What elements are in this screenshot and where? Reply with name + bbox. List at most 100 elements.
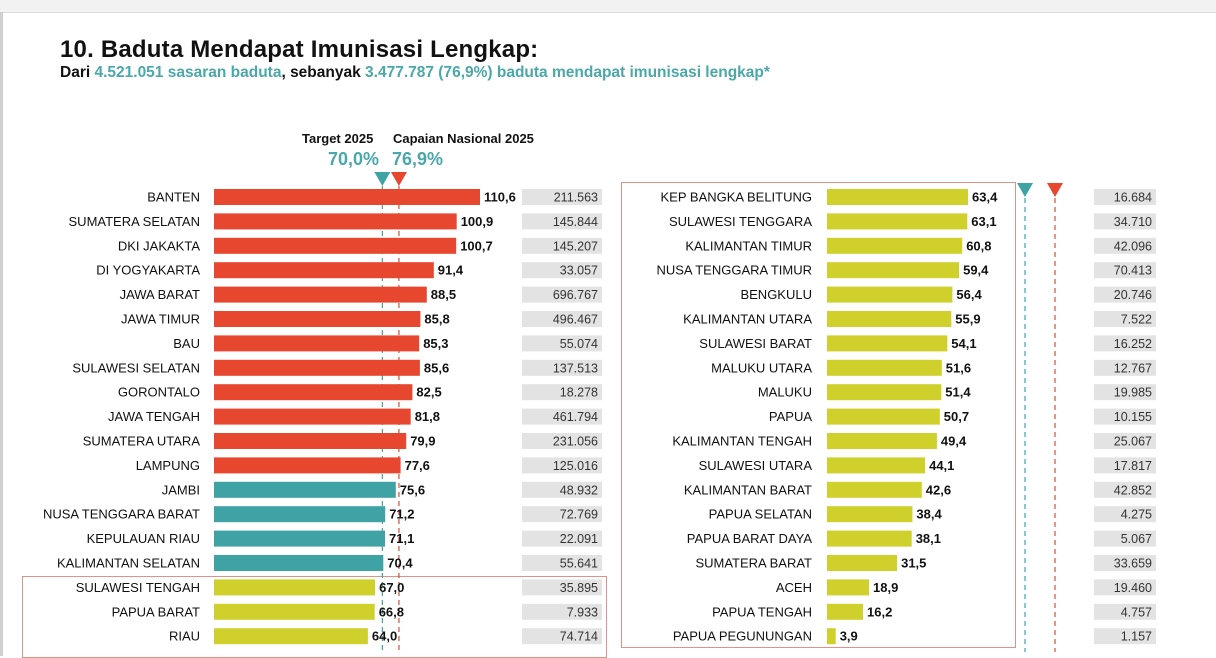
subtitle-mid: , sebanyak (281, 64, 366, 81)
left-count-label: 145.844 (553, 215, 598, 229)
right-category-label: KALIMANTAN BARAT (684, 482, 812, 497)
right-bar (827, 335, 948, 352)
right-value-label: 3,9 (840, 629, 858, 644)
left-count-label: 48.932 (560, 483, 598, 497)
right-value-label: 44,1 (929, 458, 954, 473)
left-category-label: BANTEN (147, 190, 200, 205)
left-count-label: 231.056 (553, 435, 598, 449)
left-bar (214, 311, 421, 327)
below-target-box-right (621, 182, 1016, 648)
right-count-label: 19.985 (1114, 386, 1152, 400)
right-category-label: NUSA TENGGARA TIMUR (656, 263, 812, 278)
left-count-bg (522, 286, 602, 303)
right-count-label: 25.067 (1114, 435, 1152, 449)
right-count-label: 7.522 (1121, 313, 1152, 327)
right-count-label: 4.757 (1121, 605, 1152, 619)
left-bar (214, 481, 396, 498)
right-bar (827, 481, 922, 498)
right-value-label: 54,1 (951, 336, 976, 351)
right-category-label: BENGKULU (740, 287, 812, 302)
right-count-bg (1094, 603, 1156, 620)
right-value-label: 38,4 (916, 507, 942, 522)
left-category-label: RIAU (169, 629, 200, 644)
right-count-bg (1094, 359, 1156, 376)
right-count-label: 34.710 (1114, 215, 1152, 229)
left-category-label: JAWA BARAT (120, 287, 200, 302)
left-count-bg (522, 628, 602, 645)
target-legend-value: 70,0% (328, 149, 380, 169)
right-count-label: 70.413 (1114, 264, 1152, 278)
right-count-bg (1094, 433, 1156, 449)
left-category-label: DKI JAKAKTA (118, 238, 200, 253)
left-value-label: 66,8 (379, 604, 404, 619)
right-count-label: 42.852 (1114, 483, 1152, 497)
left-count-label: 461.794 (553, 410, 598, 424)
right-value-label: 59,4 (963, 263, 989, 278)
target-marker (374, 172, 391, 186)
left-count-bg (522, 457, 602, 474)
right-value-label: 31,5 (901, 556, 926, 571)
left-count-bg (522, 506, 602, 523)
right-value-label: 18,9 (873, 580, 898, 595)
right-value-label: 51,6 (946, 360, 971, 375)
right-count-label: 16.684 (1114, 191, 1152, 205)
right-bar (827, 311, 952, 327)
right-value-label: 42,6 (926, 482, 951, 497)
right-category-label: SULAWESI TENGGARA (669, 214, 812, 229)
left-bar (214, 213, 457, 230)
left-value-label: 110,6 (484, 190, 516, 205)
left-category-label: NUSA TENGGARA BARAT (43, 507, 200, 522)
right-category-label: PAPUA SELATAN (709, 507, 812, 522)
national-marker (390, 172, 407, 186)
right-category-label: ACEH (776, 580, 812, 595)
right-count-label: 42.096 (1114, 239, 1152, 253)
left-count-label: 55.641 (560, 557, 598, 571)
left-count-label: 7.933 (567, 605, 598, 619)
subtitle-prefix: Dari (60, 64, 95, 81)
left-bar (214, 579, 376, 596)
left-value-label: 85,8 (424, 312, 449, 327)
right-bar (827, 457, 926, 474)
left-value-label: 71,1 (389, 531, 414, 546)
left-count-bg (522, 189, 602, 205)
right-count-bg (1094, 311, 1156, 327)
right-value-label: 50,7 (944, 409, 969, 424)
right-bar (827, 189, 968, 205)
right-category-label: KALIMANTAN UTARA (683, 312, 812, 327)
right-count-label: 16.252 (1114, 337, 1152, 351)
right-bar (827, 555, 898, 571)
target-legend-label: Target 2025 (302, 131, 374, 146)
right-bar (827, 286, 953, 303)
left-value-label: 75,6 (400, 482, 425, 497)
subtitle-target-count: 4.521.051 sasaran baduta (94, 64, 282, 81)
left-category-label: SUMATERA SELATAN (69, 214, 200, 229)
left-bar (214, 189, 480, 205)
left-count-bg (522, 384, 602, 401)
right-category-label: SUMATERA BARAT (695, 556, 812, 571)
left-value-label: 67,0 (379, 580, 404, 595)
right-value-label: 63,4 (972, 190, 998, 205)
right-count-label: 10.155 (1114, 410, 1152, 424)
right-count-bg (1094, 408, 1156, 425)
right-value-label: 38,1 (916, 531, 941, 546)
left-value-label: 100,7 (460, 238, 493, 253)
left-count-bg (522, 213, 602, 230)
left-count-label: 74.714 (560, 630, 598, 644)
left-category-label: KEPULAUAN RIAU (87, 531, 200, 546)
right-count-label: 19.460 (1114, 581, 1152, 595)
left-count-label: 145.207 (553, 239, 598, 253)
right-category-label: PAPUA TENGAH (712, 604, 812, 619)
left-bar (214, 530, 385, 547)
right-value-label: 63,1 (971, 214, 996, 229)
left-value-label: 88,5 (431, 287, 456, 302)
left-category-label: DI YOGYAKARTA (96, 263, 200, 278)
left-bar (214, 555, 384, 571)
right-count-bg (1094, 628, 1156, 645)
left-count-label: 72.769 (560, 508, 598, 522)
right-bar (827, 579, 869, 596)
left-count-bg (522, 603, 602, 620)
left-count-bg (522, 481, 602, 498)
left-count-label: 137.513 (553, 361, 598, 375)
left-bar (214, 335, 420, 352)
